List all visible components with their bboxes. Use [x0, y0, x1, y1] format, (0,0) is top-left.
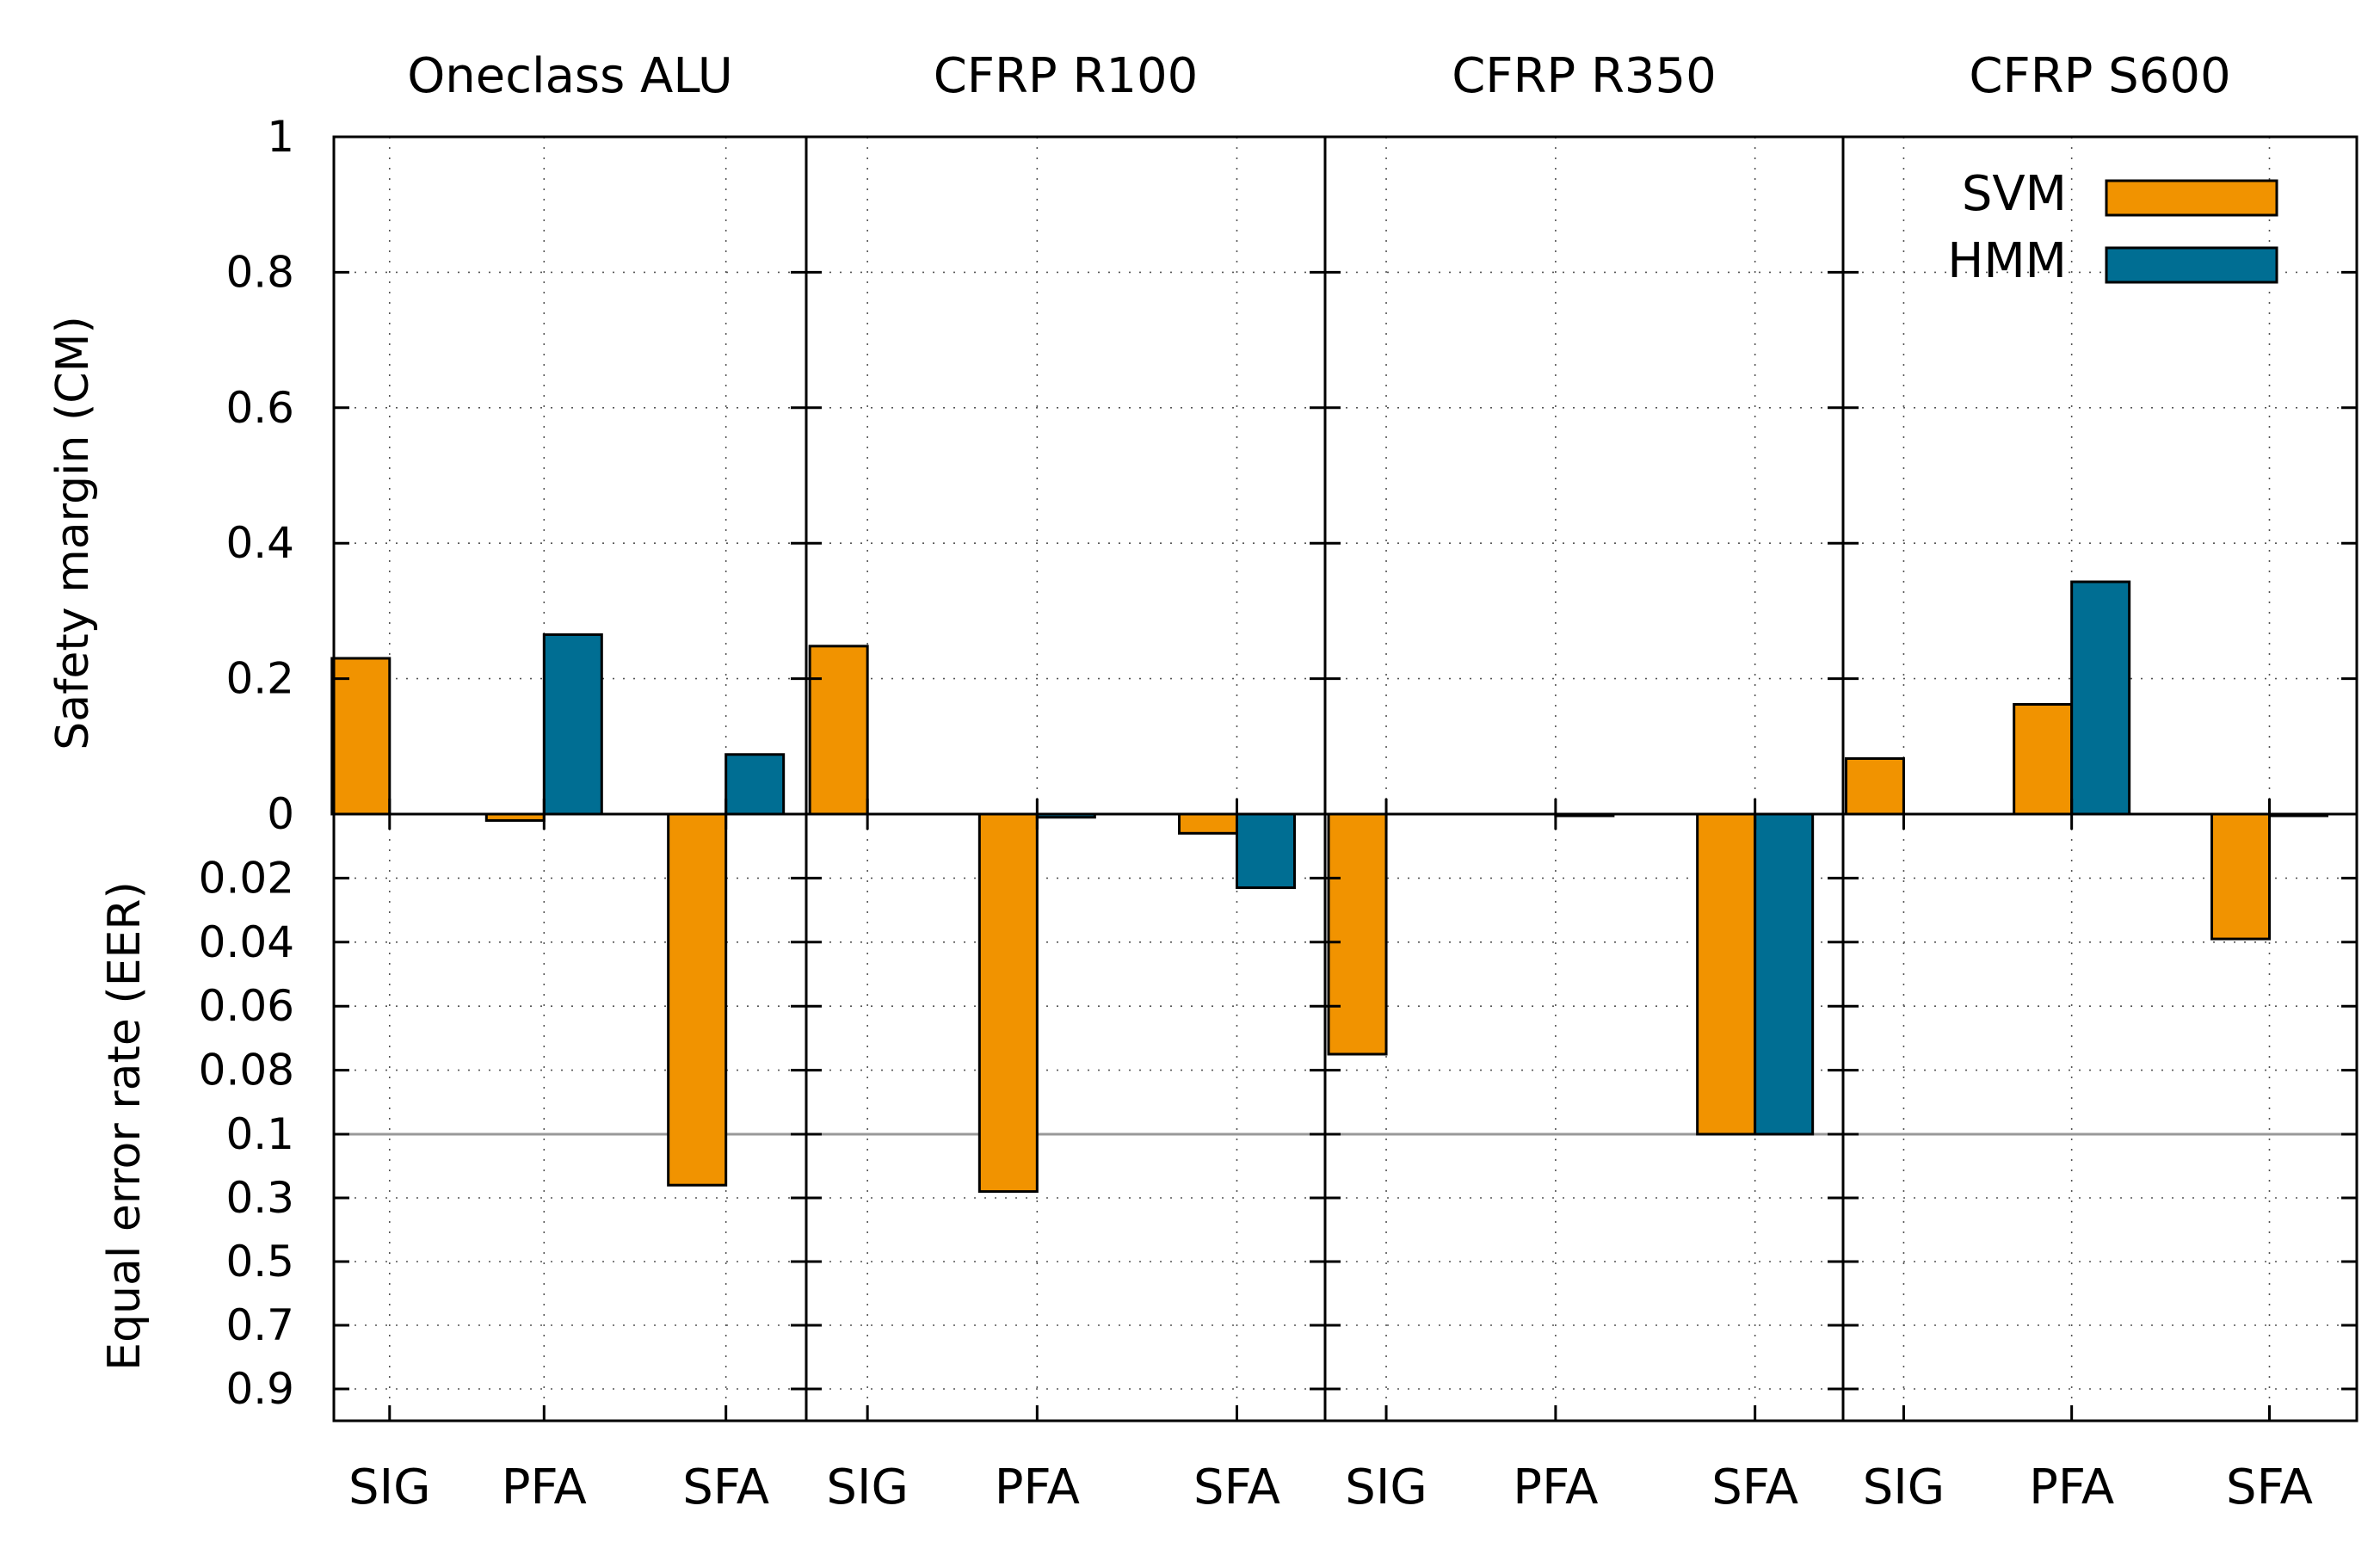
legend-label-hmm: HMM — [1947, 233, 2067, 289]
y-tick-label: 0.9 — [225, 1364, 294, 1414]
y-tick-label: 0.08 — [199, 1046, 294, 1095]
axes — [332, 135, 2358, 1422]
bar-svm-cfrp-s600-sfa — [2210, 812, 2272, 941]
x-tick-label: SFA — [682, 1460, 769, 1515]
bar-hmm-cfrp-s600-pfa — [2070, 580, 2131, 816]
bar-svm-cfrp-r350-sig — [1327, 812, 1388, 1056]
y-tick-label: 0.5 — [225, 1237, 294, 1287]
bar-svm-cfrp-r100-pfa — [977, 812, 1039, 1194]
x-tick-label: SIG — [1863, 1460, 1945, 1515]
panel-title: CFRP R100 — [934, 48, 1199, 104]
bar-hmm-oneclass-alu-sfa — [724, 753, 786, 816]
bar-hmm-cfrp-r350-sfa — [1754, 812, 1815, 1136]
y-axis-label-upper: Safety margin (CM) — [47, 316, 99, 750]
x-tick-label: PFA — [1513, 1460, 1598, 1515]
bar-svm-cfrp-r100-sig — [808, 645, 869, 816]
bar-svm-oneclass-alu-sig — [330, 657, 392, 816]
y-tick-label: 0.2 — [225, 654, 294, 704]
panel-title: CFRP R350 — [1452, 48, 1717, 104]
y-axis-label-lower: Equal error rate (EER) — [99, 881, 151, 1371]
x-tick-label: PFA — [2029, 1460, 2114, 1515]
y-tick-label: 0 — [267, 789, 294, 839]
y-tick-label: 0.7 — [225, 1300, 294, 1350]
x-tick-label: SFA — [1711, 1460, 1798, 1515]
y-tick-label: 0.4 — [225, 518, 294, 568]
ticks — [334, 135, 2357, 1421]
legend-swatch-hmm — [2105, 246, 2278, 284]
y-tick-label: 0.8 — [225, 247, 294, 297]
y-tick-label: 0.3 — [225, 1173, 294, 1223]
y-tick-label: 0.1 — [225, 1109, 294, 1159]
legend: SVM HMM — [1947, 166, 2278, 289]
bar-svm-cfrp-r350-sfa — [1696, 812, 1757, 1136]
panel-title: CFRP S600 — [1969, 48, 2230, 104]
panel-title: Oneclass ALU — [407, 48, 733, 104]
bar-svm-cfrp-r100-sfa — [1177, 812, 1238, 835]
y-tick-label: 0.04 — [199, 917, 294, 967]
y-tick-label: 0.6 — [225, 383, 294, 433]
bar-hmm-oneclass-alu-pfa — [542, 633, 603, 816]
x-tick-label: SFA — [1193, 1460, 1280, 1515]
legend-swatch-svm — [2105, 179, 2278, 217]
labels: 0 0.2 0.4 0.6 0.8 1 0.02 0.04 0.06 0.08 0.1 0.3 0.5 0… — [47, 48, 2313, 1515]
x-tick-label: PFA — [995, 1460, 1080, 1515]
legend-label-svm: SVM — [1962, 166, 2067, 222]
bar-hmm-cfrp-r100-sfa — [1235, 812, 1296, 890]
y-tick-label: 0.06 — [199, 981, 294, 1031]
x-tick-label: PFA — [502, 1460, 587, 1515]
bars — [330, 580, 2329, 1194]
y-tick-label: 1 — [267, 112, 294, 162]
bar-svm-oneclass-alu-sfa — [667, 812, 728, 1187]
bar-svm-cfrp-s600-pfa — [2013, 703, 2074, 816]
bar-svm-cfrp-s600-sig — [1844, 756, 1905, 816]
x-tick-label: SFA — [2226, 1460, 2313, 1515]
x-tick-label: SIG — [1345, 1460, 1427, 1515]
x-tick-label: SIG — [348, 1460, 430, 1515]
plot-frame — [332, 135, 2358, 1422]
x-tick-label: SIG — [826, 1460, 908, 1515]
y-tick-label: 0.02 — [199, 853, 294, 903]
